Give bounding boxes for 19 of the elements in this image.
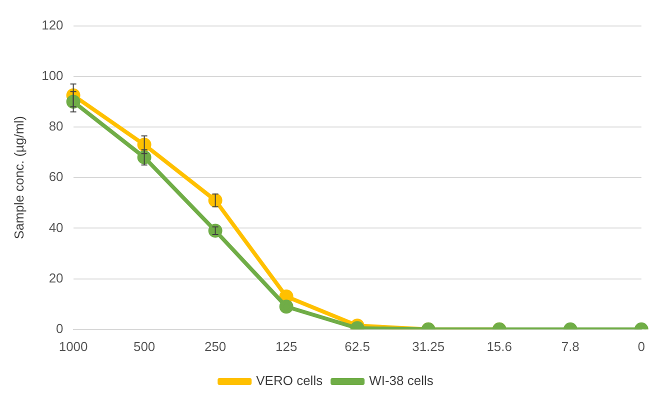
x-tick-label: 125	[275, 338, 298, 354]
x-tick-label: 31.25	[412, 338, 445, 354]
legend-label: VERO cells	[256, 373, 324, 388]
x-tick-label: 250	[204, 338, 226, 354]
y-axis-title: Sample conc. (µg/ml)	[11, 116, 26, 240]
y-tick-label: 0	[56, 320, 64, 336]
y-tick-label: 20	[48, 270, 64, 286]
legend-label: WI-38 cells	[369, 373, 434, 388]
y-tick-label: 80	[48, 118, 64, 134]
y-tick-label: 100	[42, 68, 64, 83]
x-tick-label: 15.6	[486, 338, 512, 354]
y-tick-label: 60	[48, 169, 64, 184]
x-tick-label: 0	[638, 338, 645, 354]
x-tick-label: 62.5	[344, 338, 370, 354]
y-tick-label: 120	[42, 17, 64, 32]
x-tick-label: 500	[133, 338, 156, 354]
y-tick-label: 40	[48, 220, 64, 235]
x-tick-label: 1000	[58, 338, 88, 354]
x-tick-label: 7.8	[561, 338, 580, 354]
